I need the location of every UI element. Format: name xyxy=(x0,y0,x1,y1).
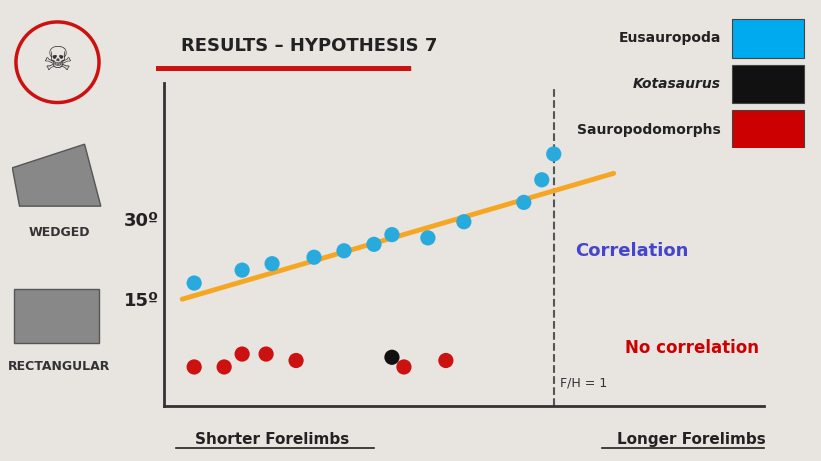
Text: RESULTS – HYPOTHESIS 7: RESULTS – HYPOTHESIS 7 xyxy=(181,37,437,55)
Point xyxy=(548,150,561,158)
Text: F/H = 1: F/H = 1 xyxy=(560,377,607,390)
Point xyxy=(457,218,470,225)
Point xyxy=(385,354,398,361)
Point xyxy=(397,363,410,371)
Point xyxy=(236,350,249,358)
Point xyxy=(188,363,201,371)
Point xyxy=(218,363,231,371)
Point xyxy=(265,260,278,267)
Text: Shorter Forelimbs: Shorter Forelimbs xyxy=(195,432,349,447)
Text: Sauropodomorphs: Sauropodomorphs xyxy=(577,123,721,136)
Point xyxy=(337,247,351,254)
Text: Kotasaurus: Kotasaurus xyxy=(633,77,721,91)
Point xyxy=(259,350,273,358)
Text: Longer Forelimbs: Longer Forelimbs xyxy=(617,432,766,447)
Text: WEDGED: WEDGED xyxy=(29,226,89,239)
Point xyxy=(290,357,303,364)
Text: Correlation: Correlation xyxy=(575,242,688,260)
Bar xyxy=(732,19,805,58)
Point xyxy=(368,241,381,248)
Point xyxy=(439,357,452,364)
Text: No correlation: No correlation xyxy=(625,338,759,357)
Point xyxy=(535,176,548,183)
Bar xyxy=(732,110,805,149)
Point xyxy=(385,231,398,238)
Text: ☠: ☠ xyxy=(43,44,72,77)
Point xyxy=(307,254,320,261)
Bar xyxy=(732,65,805,103)
Point xyxy=(421,234,434,242)
Point xyxy=(236,266,249,274)
Bar xyxy=(156,66,410,71)
Point xyxy=(517,199,530,206)
Polygon shape xyxy=(12,144,101,206)
Point xyxy=(188,279,201,287)
Text: Eusauropoda: Eusauropoda xyxy=(618,31,721,45)
Text: RECTANGULAR: RECTANGULAR xyxy=(8,360,110,372)
